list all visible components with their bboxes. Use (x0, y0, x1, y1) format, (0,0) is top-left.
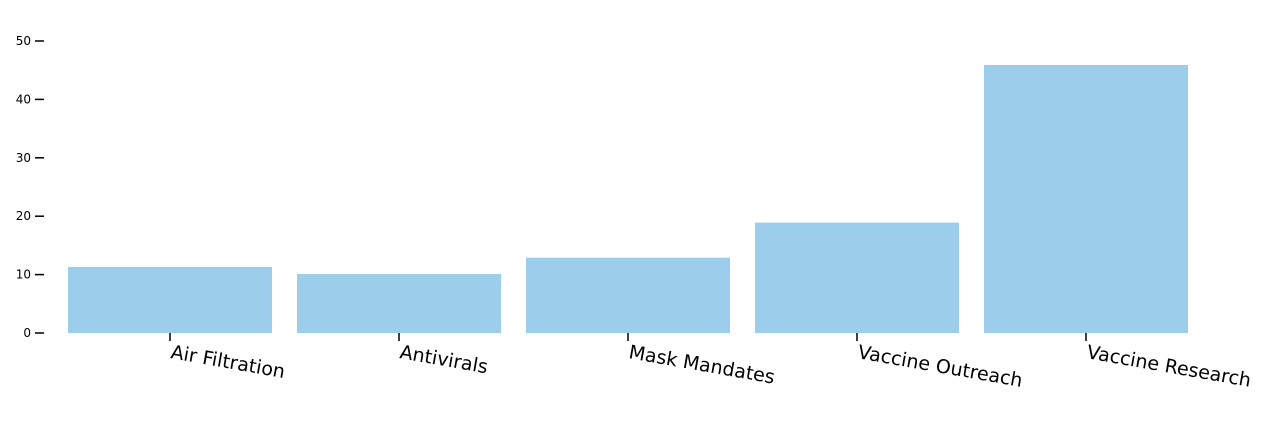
bar-mask-mandates (526, 257, 730, 333)
y-tick-label: 0 (23, 326, 31, 340)
bar-antivirals (297, 274, 501, 333)
bar-air-filtration (68, 267, 272, 333)
y-tick-label: 10 (16, 268, 31, 282)
x-tick-label: Vaccine Research (1085, 341, 1253, 392)
y-tick-label: 30 (16, 151, 31, 165)
x-tick-label: Mask Mandates (627, 341, 776, 388)
bar-vaccine-research (984, 64, 1188, 333)
y-tick-label: 50 (16, 34, 31, 48)
x-tick-label: Antivirals (398, 341, 489, 378)
x-tick-label: Air Filtration (169, 341, 287, 383)
y-tick-label: 40 (16, 92, 31, 106)
x-axis: Air Filtration Antivirals Mask Mandates Vac… (169, 333, 1253, 392)
y-tick-label: 20 (16, 209, 31, 223)
bar-vaccine-outreach (755, 222, 959, 333)
x-tick-label: Vaccine Outreach (856, 341, 1024, 392)
y-axis: 0 10 20 30 40 50 (16, 34, 44, 340)
bars (68, 64, 1188, 333)
